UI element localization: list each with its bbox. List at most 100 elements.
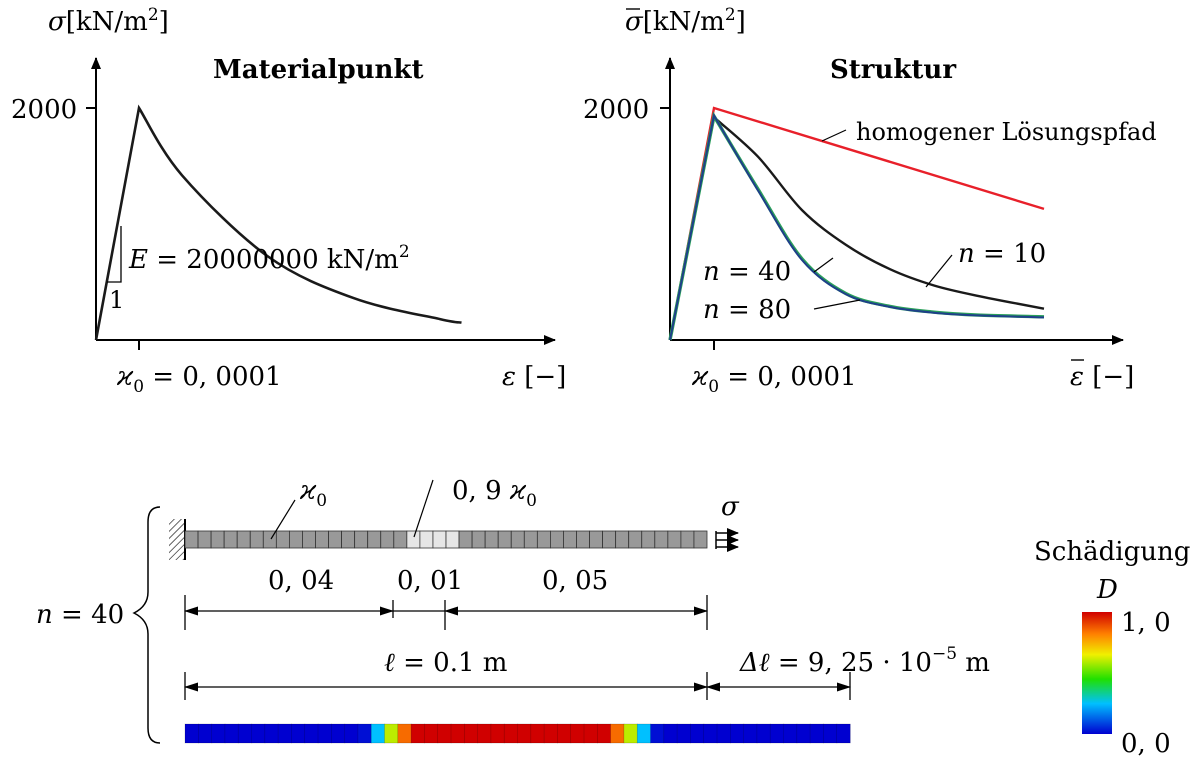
bar-element — [654, 530, 669, 549]
n40-label: n = 40 — [703, 257, 791, 287]
bar-element — [458, 530, 473, 549]
damage-cell — [384, 723, 399, 744]
damage-cell — [823, 723, 838, 744]
dim-label-005: 0, 05 — [542, 566, 608, 596]
right-ytick-label: 2000 — [583, 95, 649, 125]
bar-element — [367, 530, 382, 549]
series-n80 — [669, 112, 1045, 341]
damage-cell — [623, 723, 638, 744]
n10-leader — [925, 254, 953, 288]
length-label: ℓ = 0.1 m — [384, 648, 507, 678]
damage-cell — [450, 723, 465, 744]
damage-cell — [756, 723, 771, 744]
damage-cell — [676, 723, 691, 744]
damage-cell — [330, 723, 346, 744]
damage-cell — [650, 723, 665, 744]
bar-element — [197, 530, 212, 549]
series-n10 — [668, 114, 1045, 341]
damage-cell — [517, 723, 532, 744]
damage-cell — [198, 723, 213, 744]
n40-brace-label: n = 40 — [36, 600, 124, 630]
damage-cell — [783, 723, 798, 744]
n10-label: n = 10 — [958, 239, 1046, 269]
dim-label-001: 0, 01 — [397, 566, 463, 596]
damage-cell — [610, 723, 625, 744]
damage-bar — [184, 723, 851, 744]
sigma-load-label: σ — [721, 492, 740, 522]
damage-cell — [357, 723, 372, 744]
legend-max-label: 1, 0 — [1121, 608, 1171, 638]
bar-element — [576, 530, 590, 549]
bar-element — [210, 530, 225, 549]
left-chart-title: Materialpunkt — [213, 55, 424, 85]
damage-cell — [636, 723, 652, 744]
weak-element — [419, 530, 434, 549]
weak-element — [406, 530, 421, 549]
legend-colorbar — [1082, 612, 1112, 734]
damage-cell — [277, 723, 293, 744]
damage-cell — [291, 723, 306, 744]
bar-element — [563, 530, 577, 549]
bar-element — [484, 530, 499, 549]
damage-cell — [424, 723, 439, 744]
bar-element — [615, 530, 630, 549]
bar-element — [628, 530, 643, 549]
bar-element — [249, 530, 264, 549]
bar-element — [354, 530, 369, 549]
bar-model: n = 40 ϰ0 0, 9 ϰ0 σ — [36, 476, 990, 744]
legend-min-label: 0, 0 — [1121, 729, 1171, 758]
n80-leader — [813, 299, 861, 310]
damage-cell — [809, 723, 824, 744]
bar-element — [341, 530, 356, 549]
bar-element — [328, 530, 342, 549]
bar-element — [693, 530, 708, 549]
bar-element — [315, 530, 329, 549]
legend-symbol: D — [1096, 575, 1118, 605]
damage-cell — [437, 723, 452, 744]
n80-label: n = 80 — [703, 295, 791, 325]
left-chart: σ[kN/m2] Materialpunkt 2000 1 E = 200000… — [11, 5, 566, 397]
damage-cell — [503, 723, 519, 744]
bar-elements — [184, 530, 708, 549]
dim-label-004: 0, 04 — [268, 566, 334, 596]
damage-cell — [716, 723, 731, 744]
damage-cell — [397, 723, 412, 744]
bar-element — [667, 530, 682, 549]
damage-cell — [530, 723, 545, 744]
damage-cell — [410, 723, 426, 744]
bar-element — [510, 530, 525, 549]
slope-triangle-label: 1 — [109, 286, 124, 314]
damage-cell — [224, 723, 239, 744]
damage-cell — [370, 723, 386, 744]
damage-cell — [690, 723, 705, 744]
damage-cell — [769, 723, 785, 744]
kappa0-leader — [270, 499, 296, 540]
legend-title: Schädigung — [1034, 537, 1190, 567]
slope-triangle — [107, 226, 122, 283]
damage-cell — [264, 723, 279, 744]
bar-element — [523, 530, 538, 549]
damage-cell — [743, 723, 758, 744]
left-stress-strain-curve — [94, 104, 462, 341]
damage-cell — [557, 723, 572, 744]
damage-cell — [836, 723, 851, 744]
bar-element — [275, 530, 290, 549]
load-arrows — [715, 528, 739, 552]
n40-leader — [813, 257, 834, 273]
damage-cell — [317, 723, 332, 744]
damage-cell — [304, 723, 319, 744]
damage-cell — [251, 723, 266, 744]
bar-element — [380, 530, 395, 549]
kappa09-leader — [413, 479, 434, 538]
curly-brace — [132, 506, 161, 744]
bar-element — [550, 530, 564, 549]
wall-support-hatch — [169, 519, 184, 560]
dimension-row-segments — [184, 595, 708, 630]
right-y-axis-label: σ[kN/m2] — [625, 5, 746, 37]
bar-element — [223, 530, 238, 549]
damage-cell — [663, 723, 678, 744]
bar-element — [641, 530, 656, 549]
damage-cell — [463, 723, 479, 744]
bar-element — [393, 530, 408, 549]
